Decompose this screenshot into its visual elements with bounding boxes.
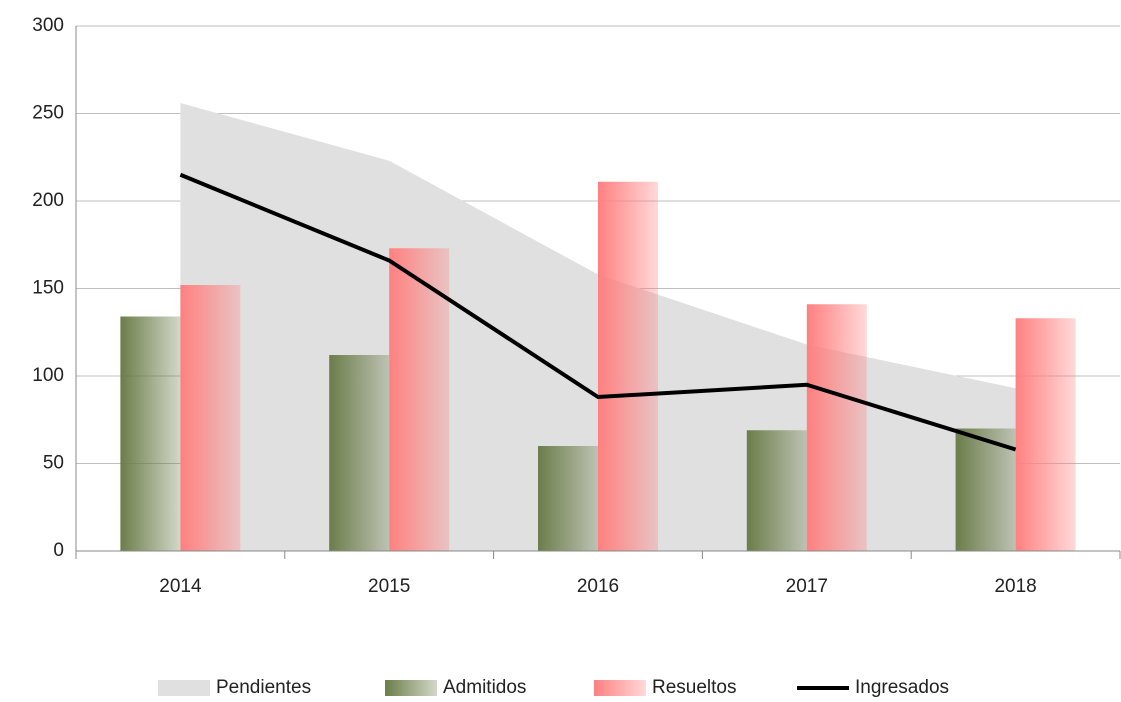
bar: [746, 430, 807, 551]
legend-label: Ingresados: [855, 677, 949, 698]
bar: [538, 446, 598, 551]
legend-swatch: [158, 680, 210, 696]
bar: [389, 248, 450, 551]
x-tick-label: 2016: [577, 576, 619, 597]
x-tick-label: 2017: [786, 576, 828, 597]
bar: [598, 181, 658, 551]
legend-label: Resueltos: [652, 677, 737, 698]
y-tick-label: 250: [32, 103, 64, 124]
bar: [955, 428, 1016, 551]
bar: [180, 285, 241, 551]
y-tick-label: 150: [32, 278, 64, 299]
x-tick-label: 2015: [368, 576, 410, 597]
bar: [1015, 318, 1076, 551]
bar: [120, 316, 181, 551]
bar: [329, 355, 390, 551]
y-tick-label: 200: [32, 190, 64, 211]
y-tick-label: 0: [53, 540, 64, 561]
y-tick-label: 100: [32, 365, 64, 386]
legend-label: Pendientes: [216, 677, 311, 698]
x-tick-label: 2014: [159, 576, 202, 597]
line: [179, 172, 1017, 452]
y-tick-label: 50: [43, 453, 64, 474]
legend-swatch: [385, 680, 437, 696]
legend-swatch: [594, 680, 646, 696]
x-tick-label: 2018: [994, 576, 1036, 597]
legend-label: Admitidos: [443, 677, 526, 698]
bar: [806, 304, 867, 551]
y-tick-label: 300: [32, 15, 64, 36]
